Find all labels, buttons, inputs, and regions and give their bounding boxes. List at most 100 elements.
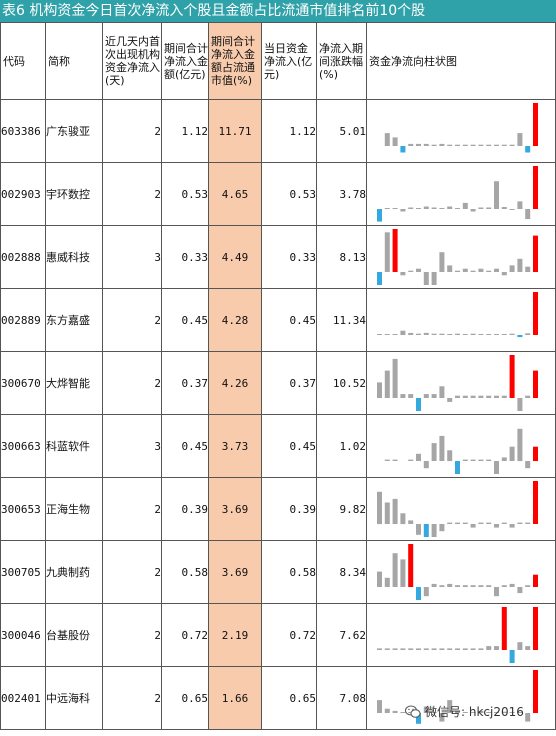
cell-period-net: 0.45: [161, 414, 209, 478]
cell-period-net: 1.12: [161, 99, 209, 163]
flow-bar: [478, 144, 484, 146]
flow-bar: [392, 553, 398, 587]
flow-bar: [408, 332, 414, 335]
flow-bar: [517, 642, 523, 650]
flow-bar: [392, 358, 398, 398]
cell-period-ratio: 4.65: [208, 162, 262, 226]
flow-bar: [447, 144, 453, 146]
flow-bar: [501, 144, 507, 146]
table-row: 300653 正海生物 2 0.39 3.69 0.39 9.82: [0, 477, 556, 541]
flow-bar: [470, 585, 476, 587]
cell-code: 603386: [0, 99, 46, 163]
flow-bar: [408, 270, 414, 272]
flow-bar: [377, 382, 382, 398]
flow-bar: [455, 208, 460, 209]
cell-days: 2: [102, 288, 162, 352]
flow-bar: [533, 370, 538, 398]
flow-bar: [447, 450, 453, 462]
cell-period-chg: 11.34: [316, 288, 367, 352]
flow-bar: [392, 208, 398, 209]
flow-bar: [384, 232, 390, 272]
flow-bar: [470, 648, 476, 650]
header-today-net: 当日资金净流入(亿元): [261, 22, 317, 100]
cell-days: 3: [102, 414, 162, 478]
flow-bar: [431, 648, 437, 650]
cell-name: 正海生物: [45, 477, 103, 541]
flow-bar: [423, 332, 429, 335]
flow-bar: [439, 435, 445, 461]
flow-bar: [494, 587, 499, 597]
flow-bar: [377, 571, 382, 587]
cell-name: 大烨智能: [45, 351, 103, 415]
flow-bar: [447, 265, 453, 272]
flow-bar: [377, 209, 382, 222]
flow-bar: [486, 270, 492, 272]
flow-bar: [400, 209, 406, 212]
flow-bar: [384, 648, 390, 650]
cell-period-net: 0.65: [161, 666, 209, 730]
table-row: 300663 科蓝软件 3 0.45 3.73 0.45 1.02: [0, 414, 556, 478]
cell-code: 002888: [0, 225, 46, 289]
net-flow-bar-chart: [377, 607, 538, 663]
flow-bar: [525, 333, 531, 335]
cell-period-ratio: 1.66: [208, 666, 262, 730]
flow-bar: [478, 459, 484, 461]
header-row: 代码 简称 近几天内首次出现机构资金净流入(天) 期间合计净流入金额(亿元) 期…: [0, 22, 556, 100]
cell-bar-chart: [366, 414, 556, 478]
flow-bar: [455, 710, 460, 713]
cell-period-chg: 5.01: [316, 99, 367, 163]
cell-code: 300705: [0, 540, 46, 604]
flow-bar: [533, 103, 538, 146]
header-period-chg: 净流入期间涨跌幅(%): [316, 22, 367, 100]
flow-bar: [478, 207, 484, 209]
flow-bar: [525, 585, 531, 587]
flow-bar: [439, 143, 445, 146]
flow-bar: [392, 498, 398, 524]
flow-bar: [533, 446, 538, 461]
flow-bar: [455, 333, 460, 335]
cell-code: 002903: [0, 162, 46, 226]
flow-bar: [400, 272, 406, 276]
table-row: 300670 大烨智能 2 0.37 4.26 0.37 10.52: [0, 351, 556, 415]
flow-bar: [416, 208, 421, 209]
flow-bar: [509, 712, 515, 713]
flow-bar: [392, 648, 398, 650]
cell-code: 002401: [0, 666, 46, 730]
cell-period-net: 0.53: [161, 162, 209, 226]
table-row: 002889 东方嘉盛 2 0.45 4.28 0.45 11.34: [0, 288, 556, 352]
flow-bar: [400, 559, 406, 587]
flow-bar: [447, 648, 453, 650]
cell-period-chg: 7.62: [316, 603, 367, 667]
flow-bar: [470, 459, 476, 461]
table-title: 表6 机构资金今日首次净流入个股且金额占比流通市值排名前10个股: [0, 0, 556, 22]
flow-bar: [486, 459, 492, 461]
cell-bar-chart: [366, 603, 556, 667]
flow-bar: [462, 268, 468, 272]
flow-bar: [392, 137, 398, 146]
cell-days: 2: [102, 351, 162, 415]
flow-bar: [392, 229, 398, 272]
cell-today-net: 0.65: [261, 666, 317, 730]
flow-bar: [462, 585, 468, 587]
cell-period-net: 0.72: [161, 603, 209, 667]
header-name: 简称: [45, 22, 103, 100]
flow-bar: [416, 398, 421, 411]
cell-period-ratio: 3.69: [208, 540, 262, 604]
flow-bar: [439, 386, 445, 398]
flow-bar: [447, 522, 453, 524]
cell-days: 3: [102, 225, 162, 289]
flow-bar: [501, 607, 507, 650]
flow-bar: [439, 333, 445, 335]
flow-bar: [439, 208, 445, 209]
flow-bar: [478, 648, 484, 650]
cell-name: 中远海科: [45, 666, 103, 730]
flow-bar: [384, 208, 390, 209]
flow-bar: [439, 585, 445, 587]
flow-bar: [423, 272, 429, 285]
net-flow-bar-chart: [377, 355, 538, 411]
flow-bar: [509, 524, 515, 528]
cell-name: 东方嘉盛: [45, 288, 103, 352]
flow-bar: [423, 524, 429, 537]
flow-bar: [462, 202, 468, 209]
table-row: 002401 中远海科 2 0.65 1.66 0.65 7.08: [0, 666, 556, 730]
